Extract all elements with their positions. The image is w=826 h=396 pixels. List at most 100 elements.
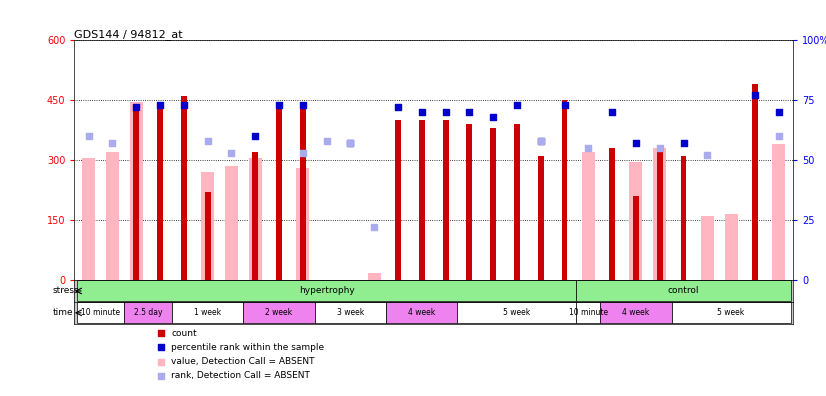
Text: count: count [171,329,197,338]
Bar [562,100,567,280]
Text: 5 week: 5 week [718,308,745,317]
Bar [577,280,790,301]
Text: 2.5 day: 2.5 day [134,308,163,317]
Text: 2 week: 2 week [265,308,292,317]
Point [653,145,667,151]
Bar [133,104,140,280]
Point [392,104,405,110]
Bar [458,302,577,323]
Point [676,140,690,146]
Point [534,137,548,144]
Point [320,137,333,144]
Bar [514,124,520,280]
Point [534,137,548,144]
Point [106,140,119,146]
Point [582,145,595,151]
Point [297,149,310,156]
Bar [633,196,638,280]
Bar [124,302,172,323]
Bar [538,156,544,280]
Bar [201,172,214,280]
Point [76,330,89,336]
Point [772,133,786,139]
Text: 4 week: 4 week [622,308,649,317]
Bar [244,302,315,323]
Bar [467,124,472,280]
Text: rank, Detection Call = ABSENT: rank, Detection Call = ABSENT [171,371,311,380]
Point [439,109,452,115]
Point [463,109,476,115]
Point [487,113,500,120]
Point [415,109,429,115]
Point [76,373,89,379]
Bar [252,152,259,280]
Bar [657,148,662,280]
Text: value, Detection Call = ABSENT: value, Detection Call = ABSENT [171,357,315,366]
Point [700,152,714,158]
Point [76,358,89,365]
Bar [386,302,458,323]
Bar [300,104,306,280]
Point [605,109,619,115]
Text: 5 week: 5 week [503,308,530,317]
Bar [609,148,615,280]
Bar [77,280,577,301]
Bar [700,216,714,280]
Point [201,137,214,144]
Point [178,101,191,108]
Bar [225,166,238,280]
Text: time: time [53,308,74,317]
Point [558,101,571,108]
Text: control: control [667,286,700,295]
Text: 1 week: 1 week [194,308,221,317]
Point [82,133,95,139]
Point [510,101,524,108]
Point [344,140,357,146]
Point [249,133,262,139]
Bar [724,214,738,280]
Bar [582,152,595,280]
Point [297,101,310,108]
Bar [181,96,187,280]
Text: stress: stress [53,286,79,295]
Bar [249,158,262,280]
Bar [752,84,758,280]
Bar [653,148,667,280]
Point [154,101,167,108]
Text: 3 week: 3 week [337,308,364,317]
Bar [681,156,686,280]
Bar [82,158,95,280]
Text: 10 minute: 10 minute [569,308,608,317]
Bar [106,152,119,280]
Bar [577,302,601,323]
Bar [368,273,381,280]
Point [772,109,786,115]
Bar [276,104,282,280]
Bar [130,102,143,280]
Point [368,224,381,230]
Bar [157,104,163,280]
Bar [172,302,244,323]
Bar [395,120,401,280]
Text: 10 minute: 10 minute [81,308,120,317]
Bar [297,168,309,280]
Point [629,140,643,146]
Bar [672,302,790,323]
Bar [443,120,449,280]
Bar [77,302,124,323]
Text: percentile rank within the sample: percentile rank within the sample [171,343,325,352]
Bar [315,302,386,323]
Point [130,104,143,110]
Bar [601,302,672,323]
Point [76,344,89,350]
Bar [490,128,496,280]
Bar [205,192,211,280]
Point [344,140,357,146]
Text: 4 week: 4 week [408,308,435,317]
Text: hypertrophy: hypertrophy [299,286,354,295]
Point [273,101,286,108]
Bar [419,120,425,280]
Point [748,92,762,98]
Text: GDS144 / 94812_at: GDS144 / 94812_at [74,29,183,40]
Bar [772,144,786,280]
